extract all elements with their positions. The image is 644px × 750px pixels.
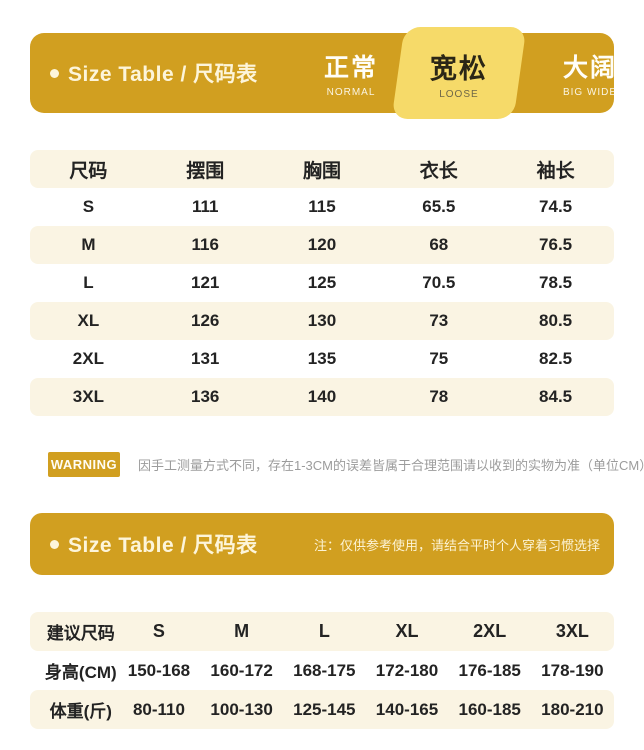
cell-size: 3XL (72, 387, 104, 406)
fit-bigwide-zh: 大阔 (562, 54, 617, 82)
fit-loose-content: 宽松 LOOSE (430, 47, 488, 100)
cell-sleeve: 76.5 (539, 235, 573, 254)
row-label-weight: 体重(斤) (49, 702, 112, 721)
fit-loose-zh: 宽松 (430, 53, 488, 84)
cell-hem: 116 (191, 235, 219, 254)
height-row: 身高(CM) 150-168 160-172 168-175 172-180 1… (30, 651, 614, 690)
weight-m: 100-130 (210, 699, 273, 719)
suggestion-table: 建议尺码 S M L XL 2XL 3XL 身高(CM) 150-168 160… (30, 612, 614, 729)
cell-chest: 130 (307, 311, 337, 330)
suggest-col-3xl: 3XL (555, 621, 589, 641)
table-row: L 121 125 70.5 78.5 (30, 264, 614, 302)
weight-s: 80-110 (132, 699, 185, 719)
warning-row: WARNING 因手工测量方式不同，存在1-3CM的误差皆属于合理范围请以收到的… (48, 452, 644, 477)
cell-chest: 135 (307, 349, 337, 368)
fit-tab-normal[interactable]: 正常 NORMAL (313, 33, 389, 113)
fit-loose-en: LOOSE (439, 88, 479, 100)
suggestion-note: 注：仅供参考使用，请结合平时个人穿着习惯选择 (313, 537, 600, 553)
weight-row: 体重(斤) 80-110 100-130 125-145 140-165 160… (30, 690, 614, 729)
measurement-table: 尺码 摆围 胸围 衣长 袖长 S 111 115 65.5 74.5 M 116… (30, 150, 614, 416)
cell-size: S (82, 197, 95, 216)
suggestion-header-row: 建议尺码 S M L XL 2XL 3XL (30, 612, 614, 651)
cell-size: M (81, 235, 96, 254)
table-row: M 116 120 68 76.5 (30, 226, 614, 264)
warning-text: 因手工测量方式不同，存在1-3CM的误差皆属于合理范围请以收到的实物为准（单位C… (138, 458, 644, 473)
size-table-title-text: Size Table / 尺码表 (68, 63, 258, 86)
cell-length: 78 (429, 387, 449, 406)
suggest-col-l: L (318, 621, 330, 641)
cell-sleeve: 84.5 (539, 387, 573, 406)
cell-length: 70.5 (422, 273, 456, 292)
suggest-col-2xl: 2XL (473, 621, 507, 641)
col-header-chest: 胸围 (302, 160, 341, 182)
col-header-sleeve: 袖长 (536, 160, 575, 182)
cell-hem: 111 (191, 197, 219, 216)
warning-badge: WARNING (48, 452, 120, 477)
cell-length: 73 (429, 311, 449, 330)
col-header-size: 尺码 (69, 160, 108, 182)
size-table-title: Size Table / 尺码表 (50, 33, 258, 113)
fit-normal-en: NORMAL (326, 87, 376, 98)
cell-hem: 131 (191, 349, 220, 368)
suggestion-header-bar: Size Table / 尺码表 注：仅供参考使用，请结合平时个人穿着习惯选择 (30, 513, 614, 575)
cell-sleeve: 78.5 (539, 273, 573, 292)
bullet-icon (50, 539, 59, 549)
suggestion-title-text: Size Table / 尺码表 (68, 534, 258, 557)
cell-length: 75 (429, 349, 449, 368)
bullet-icon (50, 68, 59, 78)
cell-chest: 115 (308, 197, 336, 216)
cell-length: 65.5 (422, 197, 456, 216)
height-m: 160-172 (210, 660, 273, 680)
cell-chest: 120 (307, 235, 337, 254)
table-row: 2XL 131 135 75 82.5 (30, 340, 614, 378)
suggest-col-xl: XL (395, 621, 419, 641)
cell-sleeve: 80.5 (539, 311, 573, 330)
cell-hem: 136 (191, 387, 220, 406)
table-row: XL 126 130 73 80.5 (30, 302, 614, 340)
cell-size: XL (77, 311, 100, 330)
height-3xl: 178-190 (541, 660, 604, 680)
col-header-hem: 摆围 (186, 160, 225, 182)
fit-bigwide-en: BIG WIDE (562, 87, 618, 98)
fit-tab-bigwide[interactable]: 大阔 BIG WIDE (548, 33, 632, 113)
fit-normal-zh: 正常 (323, 54, 378, 82)
height-s: 150-168 (127, 660, 191, 680)
suggest-col-label: 建议尺码 (46, 624, 115, 643)
size-table-header-bar: Size Table / 尺码表 正常 NORMAL 宽松 LOOSE 大阔 B… (30, 27, 616, 119)
cell-chest: 125 (307, 273, 337, 292)
table-row: S 111 115 65.5 74.5 (30, 188, 614, 226)
measurement-header-row: 尺码 摆围 胸围 衣长 袖长 (30, 150, 614, 188)
suggest-col-s: S (152, 621, 165, 641)
col-header-length: 衣长 (419, 160, 458, 182)
weight-2xl: 160-185 (458, 699, 521, 719)
weight-xl: 140-165 (375, 699, 439, 719)
height-l: 168-175 (293, 660, 356, 680)
cell-hem: 126 (191, 311, 220, 330)
height-2xl: 176-185 (458, 660, 521, 680)
row-label-height: 身高(CM) (44, 663, 117, 682)
cell-size: 2XL (72, 349, 104, 368)
cell-size: L (83, 273, 94, 292)
cell-sleeve: 82.5 (539, 349, 573, 368)
weight-3xl: 180-210 (541, 699, 604, 719)
height-xl: 172-180 (375, 660, 439, 680)
cell-sleeve: 74.5 (539, 197, 573, 216)
suggest-col-m: M (234, 621, 250, 641)
table-row: 3XL 136 140 78 84.5 (30, 378, 614, 416)
cell-length: 68 (429, 235, 449, 254)
weight-l: 125-145 (293, 699, 356, 719)
cell-chest: 140 (307, 387, 337, 406)
fit-tab-loose-active[interactable]: 宽松 LOOSE (391, 27, 527, 119)
cell-hem: 121 (191, 273, 220, 292)
suggestion-title: Size Table / 尺码表 (50, 513, 258, 575)
